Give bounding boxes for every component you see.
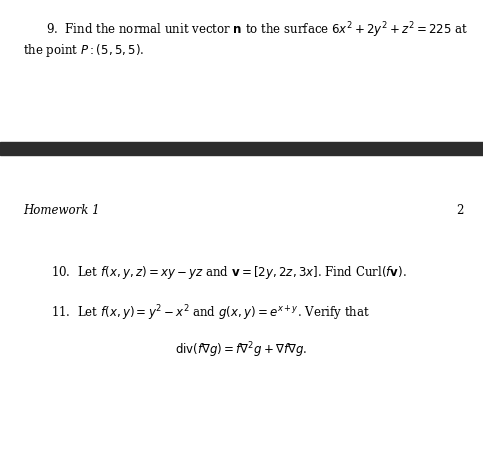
- Text: Homework 1: Homework 1: [23, 204, 100, 217]
- Text: $\mathrm{div}(f\nabla g) = f\nabla^2 g + \nabla f\nabla g$.: $\mathrm{div}(f\nabla g) = f\nabla^2 g +…: [175, 340, 308, 360]
- Text: 9.  Find the normal unit vector $\mathbf{n}$ to the surface $6x^2 + 2y^2 + z^2 =: 9. Find the normal unit vector $\mathbf{…: [46, 21, 468, 40]
- Bar: [0, 142, 483, 155]
- Text: 11.  Let $f(x, y) = y^2 - x^2$ and $g(x, y) = e^{x+y}$. Verify that: 11. Let $f(x, y) = y^2 - x^2$ and $g(x, …: [51, 303, 370, 323]
- Text: the point $P: (5, 5, 5)$.: the point $P: (5, 5, 5)$.: [23, 42, 144, 59]
- Text: 2: 2: [456, 204, 464, 217]
- Text: 10.  Let $f(x, y, z) = xy - yz$ and $\mathbf{v} = [2y, 2z, 3x]$. Find Curl$(f\ma: 10. Let $f(x, y, z) = xy - yz$ and $\mat…: [51, 264, 407, 281]
